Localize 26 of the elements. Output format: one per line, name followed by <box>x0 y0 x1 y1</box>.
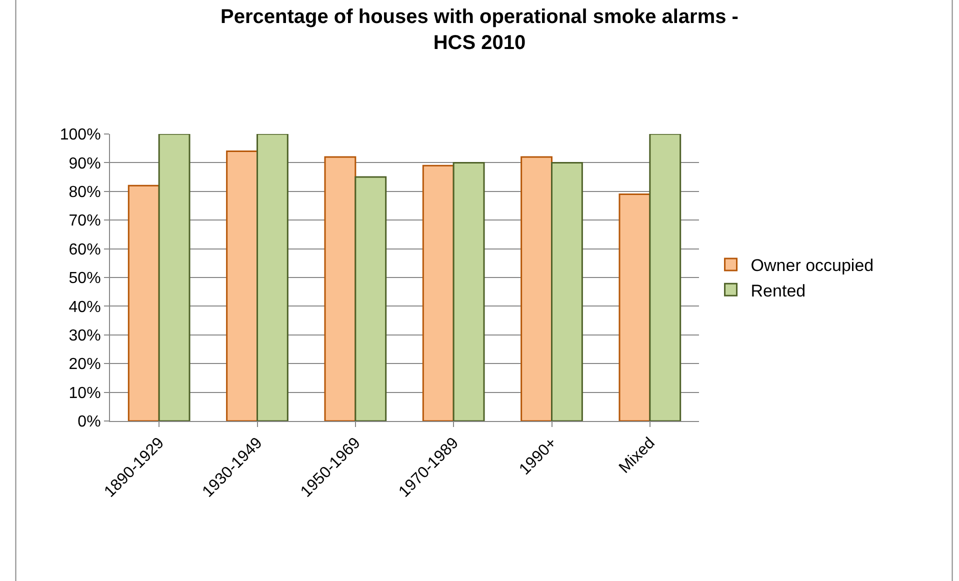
bar <box>324 156 356 421</box>
legend-label: Owner occupied <box>750 256 874 276</box>
y-tick-label: 60% <box>68 241 101 258</box>
y-tick-label: 10% <box>68 384 101 402</box>
bar <box>354 176 387 421</box>
bar <box>158 134 190 421</box>
bar <box>649 134 682 421</box>
y-tick-label: 70% <box>68 212 101 230</box>
bar <box>551 162 583 421</box>
bar <box>128 184 160 421</box>
bar <box>618 194 651 421</box>
legend-label: Rented <box>750 281 806 300</box>
y-tick-label: 100% <box>60 126 101 144</box>
chart-title: Percentage of houses with operational smoke alarms - HCS 2010 <box>220 6 738 54</box>
bar <box>226 150 258 421</box>
y-tick-label: 90% <box>68 155 101 172</box>
bar <box>422 164 454 421</box>
bar <box>520 156 552 421</box>
y-tick-label: 0% <box>78 414 101 431</box>
y-tick-label: 80% <box>68 184 101 201</box>
y-tick-label: 50% <box>68 270 101 288</box>
y-tick-label: 20% <box>68 356 101 374</box>
y-tick-label: 40% <box>68 298 101 316</box>
y-tick-label: 30% <box>68 328 101 344</box>
bar <box>452 162 485 421</box>
bar <box>256 134 288 421</box>
